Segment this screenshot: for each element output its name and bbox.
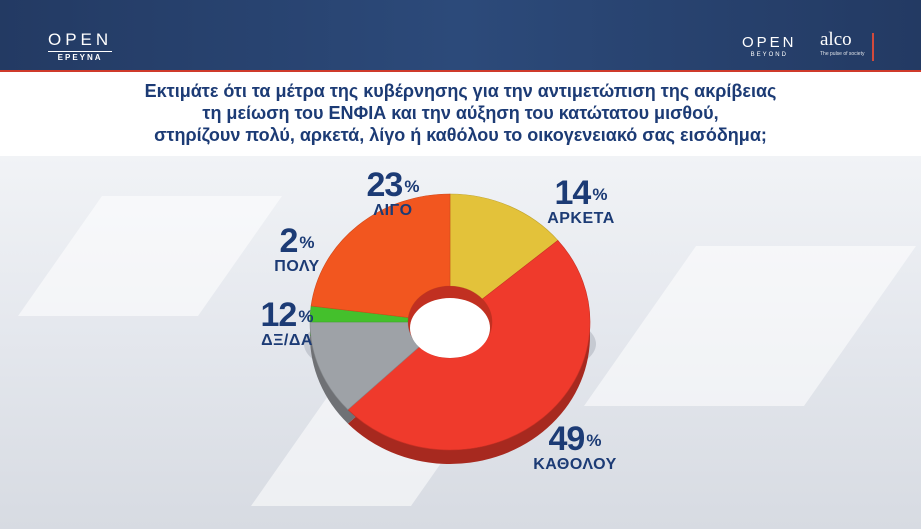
logo-left-sub: ΕΡΕΥΝΑ — [48, 51, 113, 62]
label-arketa-unit: % — [592, 185, 608, 204]
donut-hole — [410, 298, 490, 358]
label-arketa: 14% ΑΡΚΕΤΑ — [536, 176, 626, 227]
label-dxda-category: ΔΞ/ΔΑ — [261, 332, 313, 349]
logo-right-sub: BEYOND — [750, 52, 788, 58]
label-arketa-value: 14 — [554, 174, 592, 212]
question-line-1: Εκτιμάτε ότι τα μέτρα της κυβέρνησης για… — [144, 81, 777, 101]
header-bar: OPEN ΕΡΕΥΝΑ OPEN BEYOND alco The pulse o… — [0, 0, 921, 70]
logo-left-brand: OPEN — [48, 30, 113, 49]
label-dxda-unit: % — [298, 307, 314, 326]
label-ligo-category: ΛΙΓΟ — [373, 202, 413, 219]
alco-divider — [872, 33, 874, 61]
open-beyond-logo: OPEN BEYOND — [742, 34, 797, 59]
label-katholou-value: 49 — [548, 420, 586, 458]
label-katholou-unit: % — [586, 431, 602, 450]
label-poly-unit: % — [299, 233, 315, 252]
alco-tagline: The pulse of society — [820, 51, 865, 57]
label-poly-category: ΠΟΛΥ — [274, 258, 320, 275]
question-band — [0, 72, 921, 156]
label-ligo-unit: % — [404, 177, 420, 196]
label-ligo: 23% ΛΙΓΟ — [348, 168, 438, 219]
question-text: Εκτιμάτε ότι τα μέτρα της κυβέρνησης για… — [30, 80, 891, 146]
label-poly-value: 2 — [279, 222, 298, 260]
alco-name: alco — [820, 29, 852, 50]
label-poly: 2% ΠΟΛΥ — [262, 224, 332, 275]
header-accent-stripe — [0, 70, 921, 72]
open-erevna-logo: OPEN ΕΡΕΥΝΑ — [48, 30, 113, 62]
label-dxda: 12% ΔΞ/ΔΑ — [242, 298, 332, 349]
question-line-3: στηρίζουν πολύ, αρκετά, λίγο ή καθόλου τ… — [154, 125, 767, 145]
label-katholou-category: ΚΑΘΟΛΟΥ — [533, 456, 617, 473]
label-katholou: 49% ΚΑΘΟΛΟΥ — [520, 422, 630, 473]
alco-logo: alco The pulse of society — [820, 29, 865, 58]
question-line-2: τη μείωση του ΕΝΦΙΑ και την αύξηση του κ… — [202, 103, 719, 123]
label-arketa-category: ΑΡΚΕΤΑ — [547, 210, 615, 227]
label-ligo-value: 23 — [366, 166, 404, 204]
logo-right-brand: OPEN — [742, 34, 797, 51]
label-dxda-value: 12 — [260, 296, 298, 334]
